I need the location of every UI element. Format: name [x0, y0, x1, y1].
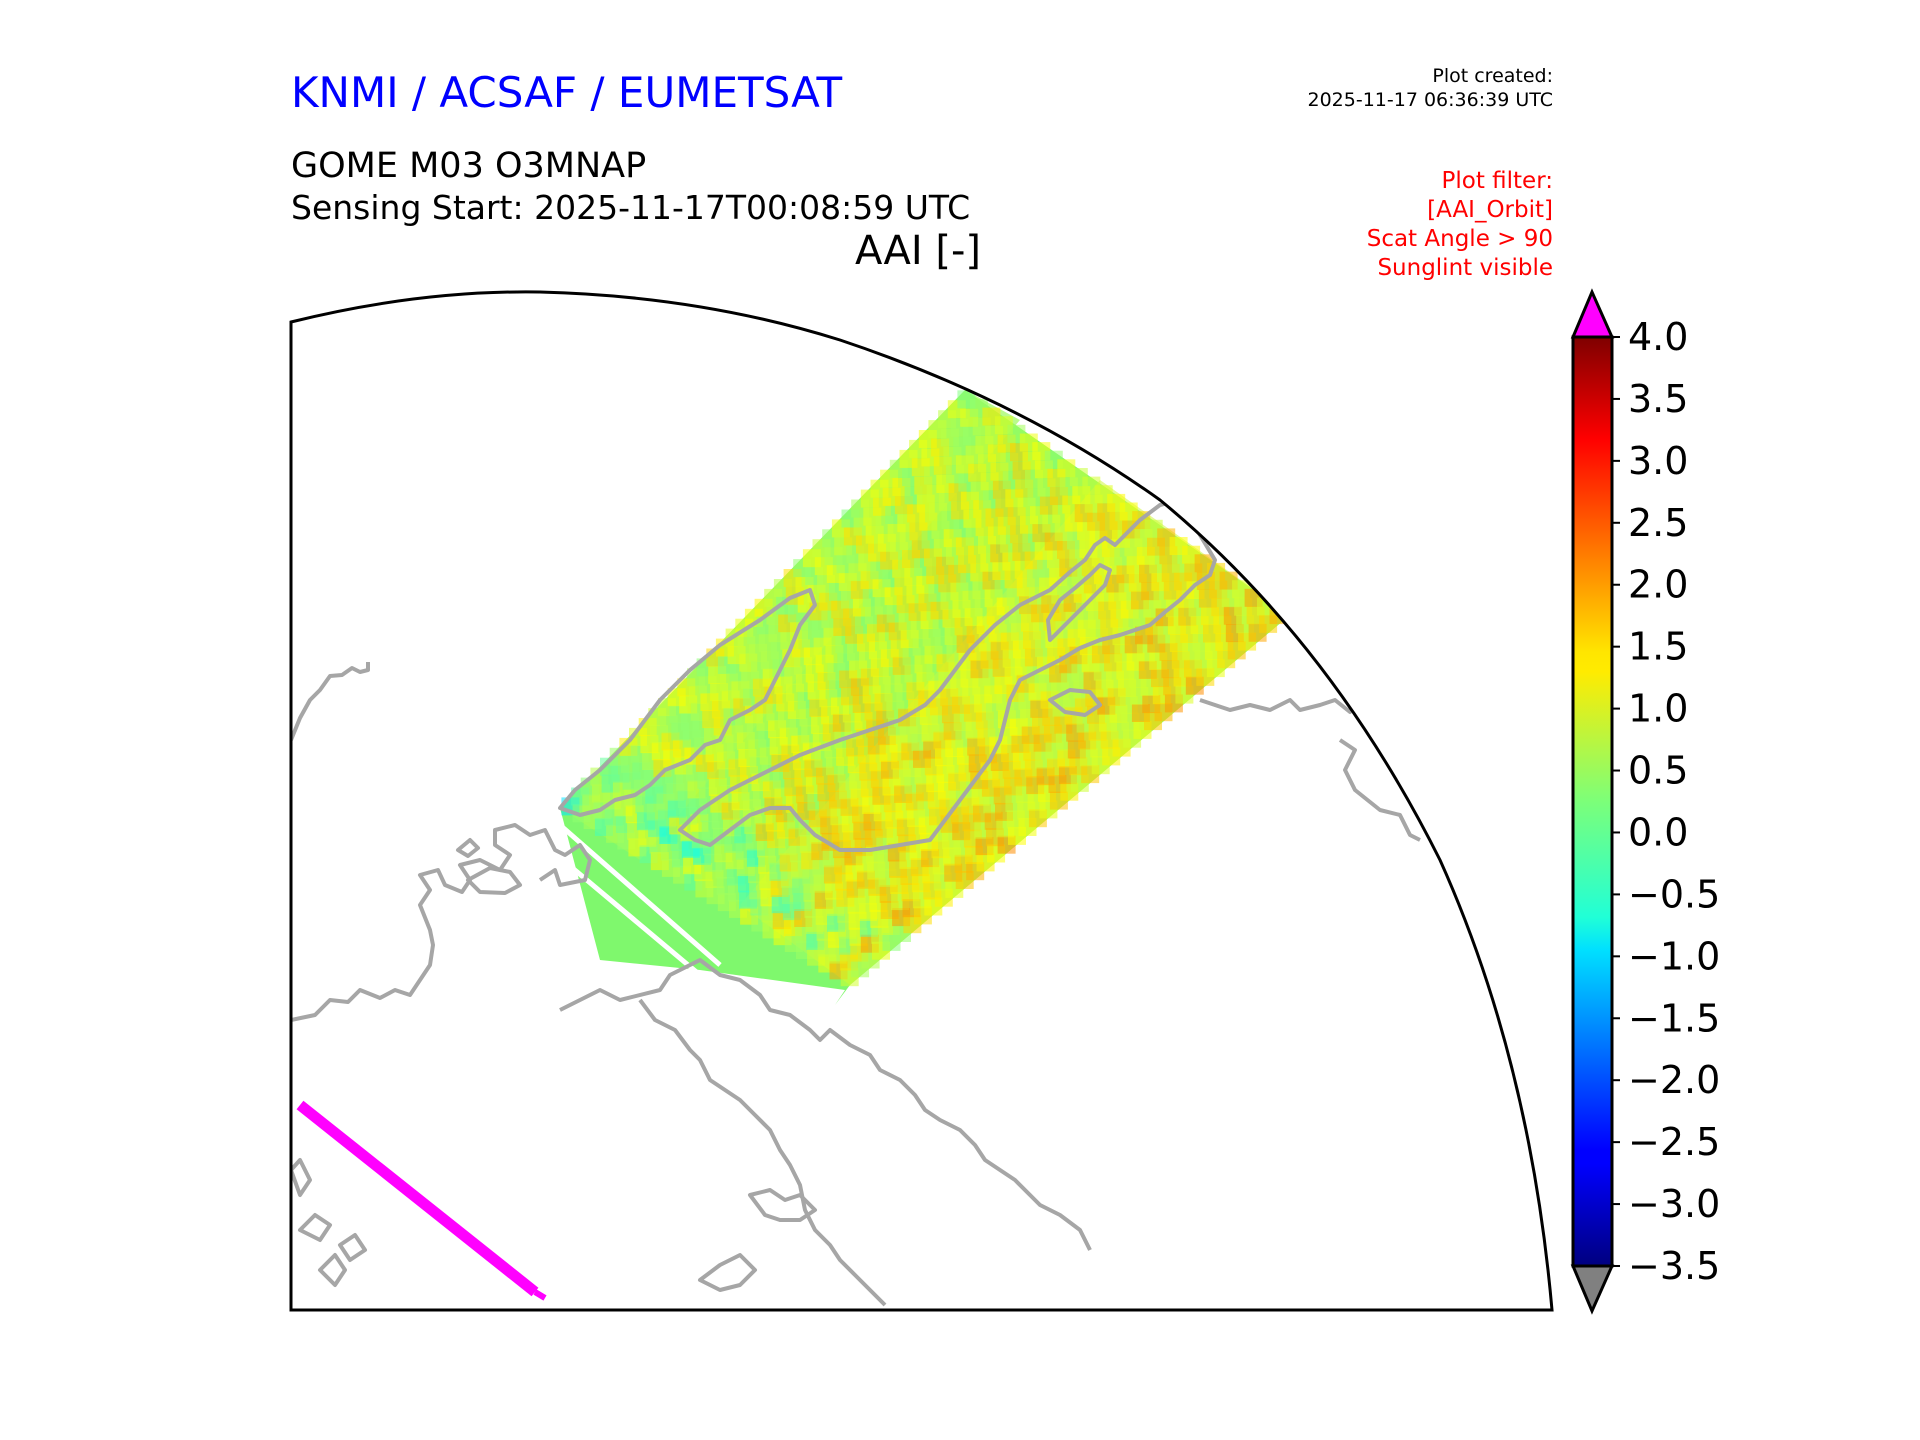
- colorbar-tick-label: 3.5: [1628, 377, 1688, 421]
- plot-created-time: 2025-11-17 06:36:39 UTC: [1307, 89, 1554, 111]
- aai-swath: [560, 390, 1290, 1005]
- colorbar-tick-label: 0.0: [1628, 810, 1688, 854]
- colorbar-tick-label: 1.5: [1628, 625, 1688, 669]
- colorbar-tick-label: −1.0: [1628, 934, 1720, 978]
- product-title: GOME M03 O3MNAP: [291, 146, 647, 186]
- colorbar-tick-label: −2.5: [1628, 1120, 1720, 1164]
- swath-pixels: [561, 390, 1288, 987]
- filter-line: [AAI_Orbit]: [1427, 197, 1553, 223]
- organization-title: KNMI / ACSAF / EUMETSAT: [291, 68, 843, 117]
- coast-islands-west: [291, 1158, 367, 1287]
- colorbar-tick-label: 2.5: [1628, 501, 1688, 545]
- colorbar-tick-label: 2.0: [1628, 563, 1688, 607]
- coast-labrador: [748, 1188, 817, 1222]
- colorbar-tick-label: 4.0: [1628, 315, 1688, 359]
- colorbar-tick-label: 0.5: [1628, 749, 1688, 793]
- map-area: [291, 291, 1552, 1311]
- plot-filter: Plot filter: [AAI_Orbit] Scat Angle > 90…: [1367, 167, 1553, 283]
- sensing-start: Sensing Start: 2025-11-17T00:08:59 UTC: [291, 188, 971, 227]
- coast-kola: [1338, 738, 1421, 842]
- map-frame: [289, 290, 1554, 1312]
- coastlines: [291, 498, 1421, 1307]
- colorbar-tick-label: −2.0: [1628, 1058, 1720, 1102]
- colorbar-over-triangle: [1570, 288, 1615, 339]
- coast-ellesmere: [558, 588, 817, 817]
- colorbar-body: [1571, 335, 1614, 1268]
- colorbar-tick-label: −3.0: [1628, 1182, 1720, 1226]
- colorbar-tick-label: −0.5: [1628, 872, 1720, 916]
- coast-greenland-west: [291, 662, 370, 741]
- plot-created-label: Plot created:: [1432, 65, 1553, 87]
- overflow-swath: [296, 1100, 547, 1301]
- coast-fennoscandia: [1199, 698, 1362, 714]
- coast-canada-arctic: [291, 823, 592, 1022]
- colorbar-tick-label: 1.0: [1628, 687, 1688, 731]
- coast-islands-south: [698, 1253, 757, 1292]
- plot-created-info: Plot created: 2025-11-17 06:36:39 UTC: [1308, 64, 1554, 112]
- coast-iceland-region: [1048, 688, 1102, 717]
- coast-svalbard: [1046, 563, 1112, 642]
- colorbar-tick-label: 3.0: [1628, 439, 1688, 483]
- colorbar: 4.0 3.5 3.0 2.5 2.0 1.5 1.0 0.5 0.0 −0.5 −1.0 −1.5 −…: [1570, 288, 1720, 1315]
- filter-line: Plot filter:: [1441, 168, 1553, 194]
- colorbar-tick-label: −1.5: [1628, 996, 1720, 1040]
- coast-greenland: [678, 498, 1217, 852]
- coast-hudson: [638, 998, 887, 1307]
- colorbar-under-triangle: [1570, 1264, 1615, 1315]
- swath-gaps: [543, 823, 722, 977]
- coast-canadian-islands: [456, 838, 522, 895]
- filter-line: Scat Angle > 90: [1366, 226, 1553, 252]
- quantity-label: AAI [-]: [855, 228, 981, 274]
- colorbar-ticks: 4.0 3.5 3.0 2.5 2.0 1.5 1.0 0.5 0.0 −0.5 −1.0 −1.5 −…: [1612, 315, 1720, 1288]
- filter-line: Sunglint visible: [1377, 255, 1553, 281]
- colorbar-tick-label: −3.5: [1628, 1244, 1720, 1288]
- coast-canada-mainland: [559, 958, 1092, 1251]
